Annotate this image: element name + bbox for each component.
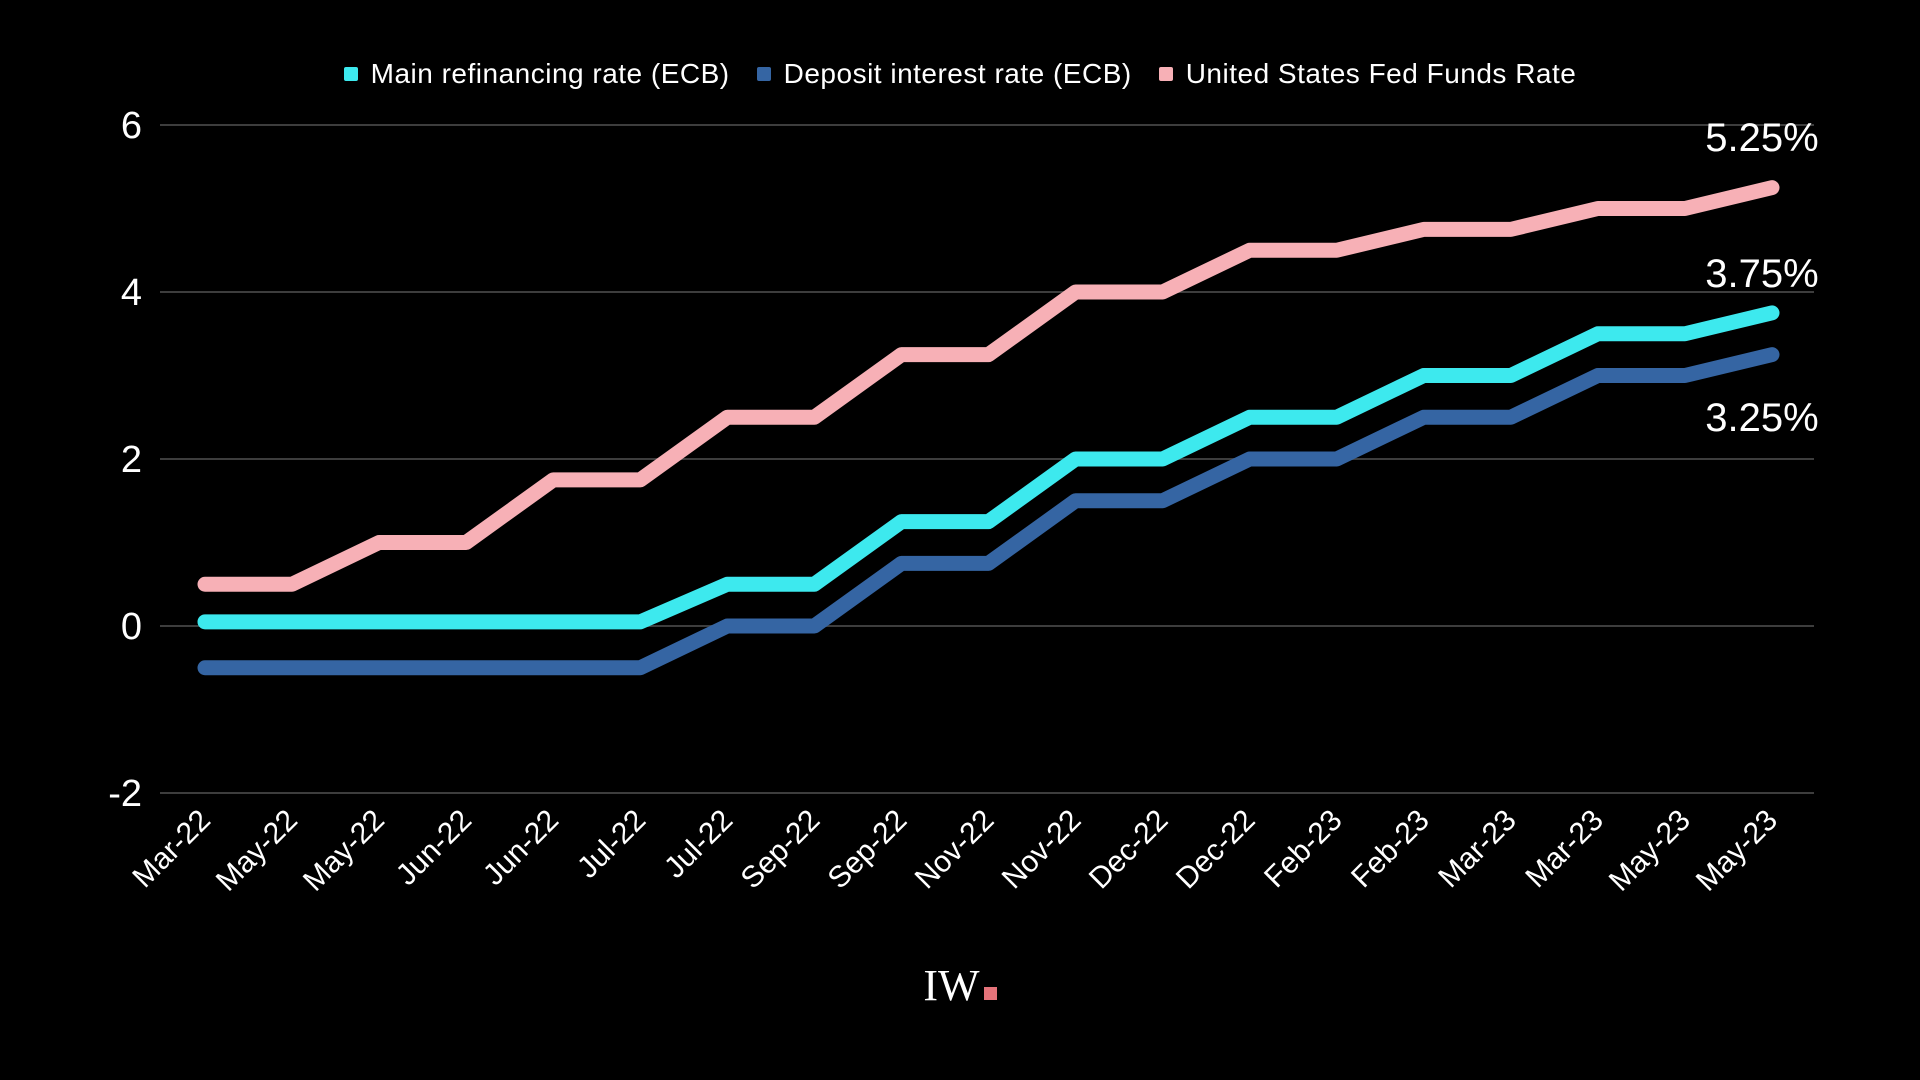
x-axis-tick-label: Nov-22 bbox=[909, 804, 1001, 896]
x-axis-tick-label: Dec-22 bbox=[1083, 804, 1175, 896]
series-line-1 bbox=[197, 347, 1780, 676]
x-axis-tick-label: Mar-22 bbox=[126, 804, 217, 895]
x-axis-tick-label: Jul-22 bbox=[658, 804, 739, 885]
x-axis-tick-label: Mar-23 bbox=[1432, 804, 1523, 895]
legend-label: Main refinancing rate (ECB) bbox=[370, 58, 730, 89]
x-axis-tick-label: May-23 bbox=[1690, 804, 1784, 898]
y-axis-tick-label: 0 bbox=[121, 606, 142, 648]
x-axis-tick-label: Mar-23 bbox=[1519, 804, 1610, 895]
x-axis-tick-label: Jun-22 bbox=[390, 804, 478, 892]
x-axis-tick-label: Sep-22 bbox=[822, 804, 914, 896]
x-axis-tick-label: Feb-23 bbox=[1258, 804, 1349, 895]
legend-swatch-icon bbox=[343, 67, 358, 81]
y-axis-tick-label: 2 bbox=[121, 439, 142, 481]
series-end-label: 5.25% bbox=[1705, 116, 1818, 160]
legend-item-1: Deposit interest rate (ECB) bbox=[756, 58, 1132, 90]
series-end-label: 3.75% bbox=[1705, 252, 1818, 296]
x-axis-tick-label: Jun-22 bbox=[477, 804, 565, 892]
logo-text: IW bbox=[923, 961, 980, 1010]
legend-label: Deposit interest rate (ECB) bbox=[783, 58, 1132, 89]
iw-logo: IW bbox=[923, 961, 997, 1010]
x-axis-tick-label: May-22 bbox=[297, 804, 391, 898]
logo-dot-icon bbox=[983, 987, 997, 1000]
series-line-2 bbox=[197, 180, 1780, 592]
x-axis-tick-label: Nov-22 bbox=[996, 804, 1088, 896]
legend-label: United States Fed Funds Rate bbox=[1185, 58, 1577, 89]
y-axis-tick-label: 6 bbox=[121, 105, 142, 147]
y-axis-tick-label: -2 bbox=[108, 773, 142, 815]
series-end-label: 3.25% bbox=[1705, 396, 1818, 440]
legend-item-0: Main refinancing rate (ECB) bbox=[343, 58, 730, 90]
series-line-0 bbox=[197, 305, 1780, 630]
y-axis-tick-label: 4 bbox=[121, 272, 142, 314]
footer: IW bbox=[0, 964, 1920, 1008]
legend-swatch-icon bbox=[1158, 67, 1173, 81]
x-axis-tick-label: Sep-22 bbox=[735, 804, 827, 896]
x-axis-tick-label: Jul-22 bbox=[571, 804, 652, 885]
chart-legend: Main refinancing rate (ECB) Deposit inter… bbox=[0, 58, 1920, 90]
x-axis-tick-label: May-23 bbox=[1603, 804, 1697, 898]
x-axis-tick-label: Dec-22 bbox=[1170, 804, 1262, 896]
x-axis-tick-label: Feb-23 bbox=[1345, 804, 1436, 895]
legend-swatch-icon bbox=[756, 67, 771, 81]
legend-item-2: United States Fed Funds Rate bbox=[1158, 58, 1577, 90]
x-axis-tick-label: May-22 bbox=[210, 804, 304, 898]
